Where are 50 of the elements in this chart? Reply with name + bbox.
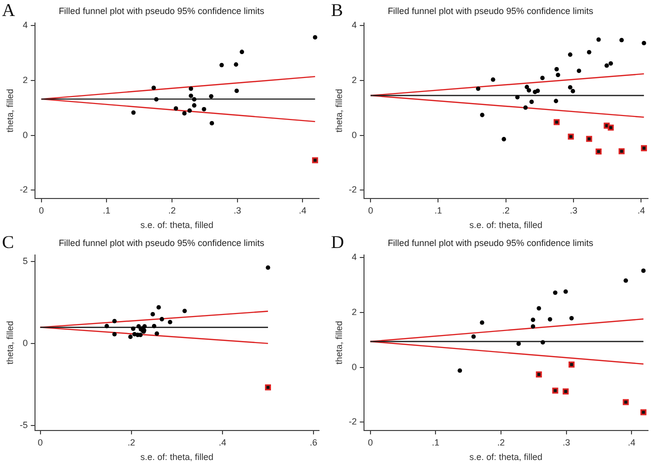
x-tick-label: .1 — [102, 205, 110, 216]
y-axis-title: theta, filled — [334, 88, 344, 132]
y-tick-label: 2 — [352, 306, 357, 317]
x-axis-title: s.e. of: theta, filled — [469, 220, 542, 230]
text: D — [331, 232, 344, 253]
y-tick-label: -2 — [348, 184, 357, 195]
y-tick-label: 4 — [352, 252, 357, 262]
y-tick-label: 0 — [22, 338, 28, 348]
y-axis-title: theta, filled — [4, 88, 15, 132]
y-tick-label: 0 — [352, 130, 357, 140]
y-axis-title: theta, filled — [334, 320, 344, 364]
x-tick-label: .2 — [497, 437, 505, 448]
x-axis-title: s.e. of: theta, filled — [469, 452, 542, 462]
y-tick-label: -5 — [20, 420, 28, 430]
chart-title: Filled funnel plot with pseudo 95% confidence limits — [388, 6, 594, 16]
chart-title: Filled funnel plot with pseudo 95% confidence limits — [388, 238, 594, 248]
x-tick-label: .2 — [502, 205, 510, 216]
x-tick-label: .4 — [298, 205, 306, 216]
y-tick-label: 0 — [22, 130, 28, 140]
y-tick-label: 5 — [22, 256, 28, 266]
x-tick-label: 0 — [38, 437, 43, 448]
y-tick-label: 2 — [22, 74, 28, 85]
text: A — [2, 0, 15, 21]
y-tick-label: 2 — [352, 74, 357, 85]
y-tick-label: 4 — [352, 20, 357, 30]
x-tick-label: 0 — [368, 205, 374, 216]
x-tick-label: .4 — [637, 205, 645, 216]
x-tick-label: 0 — [38, 205, 44, 216]
x-tick-label: 0 — [368, 437, 373, 448]
text: B — [331, 0, 344, 21]
x-tick-label: .1 — [432, 437, 440, 448]
y-tick-label: -2 — [20, 184, 28, 195]
y-tick-label: 4 — [22, 20, 28, 30]
x-axis-title: s.e. of: theta, filled — [140, 220, 214, 230]
y-axis-title: theta, filled — [4, 320, 15, 364]
y-tick-label: -2 — [348, 416, 357, 427]
x-tick-label: .3 — [570, 205, 578, 216]
y-tick-label: 0 — [352, 362, 357, 372]
x-tick-label: .2 — [128, 437, 136, 448]
x-tick-label: .2 — [168, 205, 176, 216]
chart-title: Filled funnel plot with pseudo 95% confidence limits — [58, 6, 265, 16]
chart-title: Filled funnel plot with pseudo 95% confidence limits — [58, 238, 265, 248]
x-tick-label: .3 — [562, 437, 570, 448]
x-axis-title: s.e. of: theta, filled — [140, 452, 214, 462]
x-tick-label: .4 — [218, 437, 226, 448]
x-tick-label: .4 — [628, 437, 636, 448]
x-tick-label: .6 — [310, 437, 318, 448]
text: C — [2, 232, 14, 253]
x-tick-label: .3 — [234, 205, 242, 216]
x-tick-label: .1 — [434, 205, 442, 216]
